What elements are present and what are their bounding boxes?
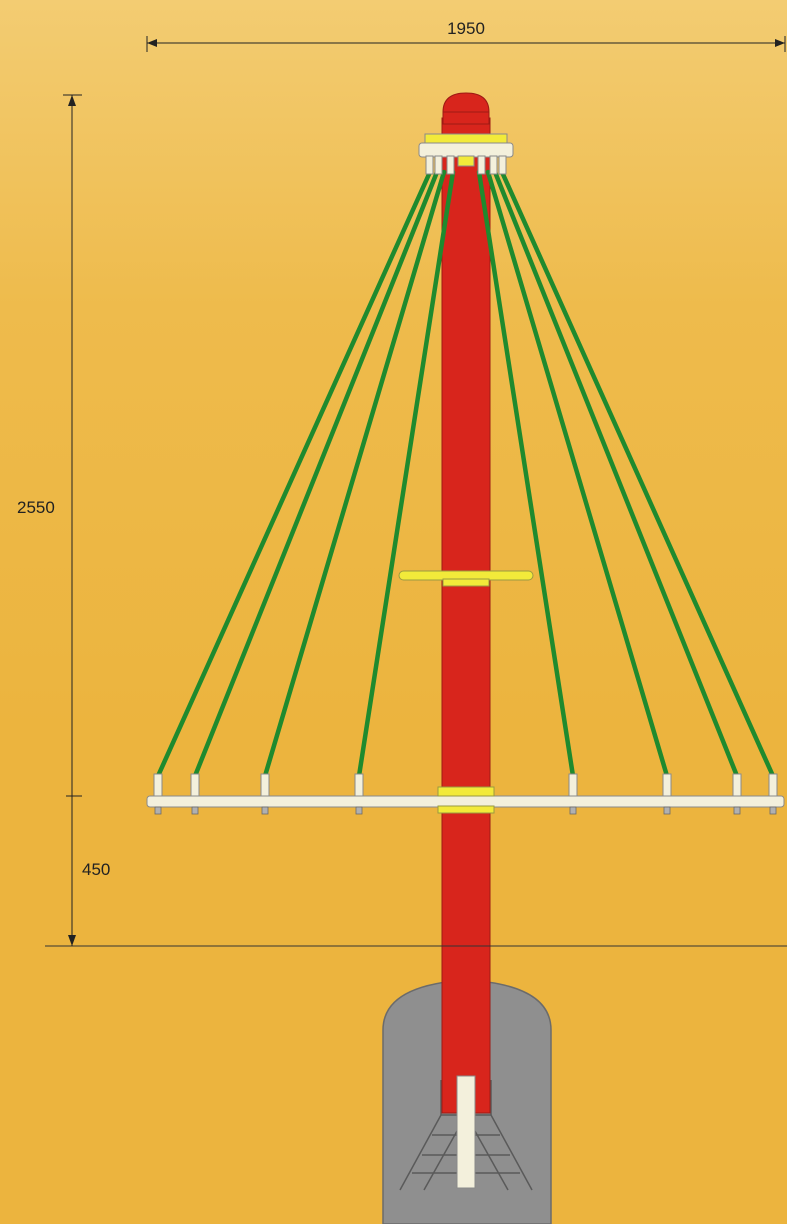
rope-4	[356, 169, 456, 779]
dimension-lines	[63, 36, 786, 946]
pole	[441, 92, 491, 1189]
rope-5	[476, 169, 576, 779]
middle-ring	[398, 570, 534, 587]
ground-clearance-label: 450	[82, 860, 110, 879]
height-dimension-label: 2550	[17, 498, 55, 517]
lower-bar	[146, 773, 785, 815]
width-dimension-label: 1950	[447, 19, 485, 38]
rope-7	[492, 169, 740, 779]
rope-1	[155, 169, 433, 779]
top-hub	[418, 133, 514, 175]
rope-3	[262, 169, 447, 779]
rope-2	[192, 169, 440, 779]
ropes	[155, 169, 776, 779]
rope-8	[499, 169, 776, 779]
rope-6	[485, 169, 670, 779]
